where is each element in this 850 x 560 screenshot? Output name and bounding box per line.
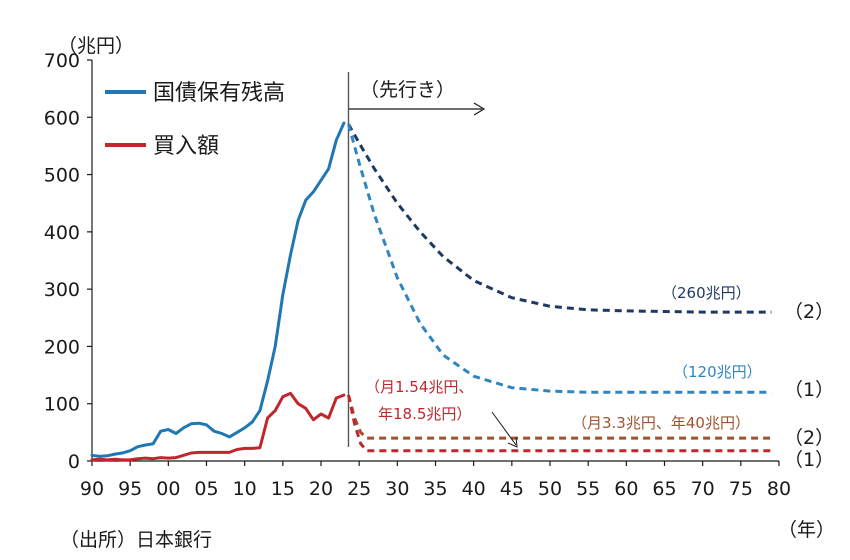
y-axis-ticks: 0 100 200 300 400 500 600 700 bbox=[44, 50, 92, 473]
y-tick-label: 500 bbox=[44, 165, 80, 187]
x-tick-label: 15 bbox=[271, 478, 295, 500]
y-tick-label: 0 bbox=[68, 451, 80, 473]
annotation-purchases-2: （月3.3兆円、年40兆円） bbox=[572, 414, 750, 432]
x-tick-label: 90 bbox=[80, 478, 104, 500]
scenario-label-holdings-1: （1） bbox=[784, 379, 834, 401]
x-tick-label: 70 bbox=[691, 478, 715, 500]
y-axis-unit: （兆円） bbox=[58, 35, 134, 57]
axes bbox=[91, 60, 779, 462]
y-tick-label: 200 bbox=[44, 336, 80, 358]
annotation-purchases-1-line1: （月1.54兆円、 bbox=[365, 378, 473, 396]
annotation-pointer-arrow bbox=[491, 411, 518, 448]
source-note: （出所）日本銀行 bbox=[60, 529, 212, 551]
scenario-label-purchases-2: （2） bbox=[784, 427, 834, 449]
y-tick-label: 700 bbox=[44, 50, 80, 72]
y-tick-label: 600 bbox=[44, 107, 80, 129]
x-tick-label: 10 bbox=[233, 478, 257, 500]
scenario-label-purchases-1: （1） bbox=[784, 449, 834, 471]
x-tick-label: 55 bbox=[576, 478, 600, 500]
x-tick-label: 45 bbox=[500, 478, 524, 500]
legend-label-purchases: 買入額 bbox=[153, 134, 219, 159]
x-tick-label: 75 bbox=[729, 478, 753, 500]
legend: 国債保有残高 買入額 bbox=[105, 81, 285, 159]
x-tick-label: 05 bbox=[194, 478, 218, 500]
series-group bbox=[90, 121, 772, 462]
legend-label-holdings: 国債保有残高 bbox=[153, 81, 285, 106]
annotation-holdings-2: （260兆円） bbox=[662, 284, 751, 302]
x-tick-label: 80 bbox=[767, 478, 791, 500]
series-holdings-projection-1 bbox=[347, 123, 772, 394]
x-tick-label: 60 bbox=[614, 478, 638, 500]
series-holdings-projection-2 bbox=[347, 123, 772, 314]
annotation-purchases-1-line2: 年18.5兆円） bbox=[378, 405, 471, 423]
series-holdings bbox=[90, 121, 346, 458]
outlook-label: （先行き） bbox=[360, 79, 455, 101]
x-tick-label: 35 bbox=[423, 478, 447, 500]
annotation-holdings-1: （120兆円） bbox=[673, 363, 762, 381]
scenario-label-holdings-2: （2） bbox=[784, 301, 834, 323]
x-tick-label: 25 bbox=[347, 478, 371, 500]
y-tick-label: 300 bbox=[44, 279, 80, 301]
y-tick-label: 100 bbox=[44, 394, 80, 416]
outlook-arrow bbox=[349, 102, 486, 116]
x-tick-label: 00 bbox=[156, 478, 180, 500]
x-tick-label: 20 bbox=[309, 478, 333, 500]
x-tick-label: 65 bbox=[652, 478, 676, 500]
y-tick-label: 400 bbox=[44, 222, 80, 244]
x-tick-label: 50 bbox=[538, 478, 562, 500]
x-tick-label: 40 bbox=[462, 478, 486, 500]
x-tick-label: 30 bbox=[385, 478, 409, 500]
x-axis-ticks: 90 95 00 05 10 15 20 25 30 35 40 45 50 55 60 65 70 75 80 bbox=[80, 461, 791, 500]
series-purchases bbox=[90, 391, 346, 462]
series-purchases-projection-1 bbox=[347, 394, 772, 453]
x-tick-label: 95 bbox=[118, 478, 142, 500]
x-axis-unit: （年） bbox=[778, 519, 835, 541]
